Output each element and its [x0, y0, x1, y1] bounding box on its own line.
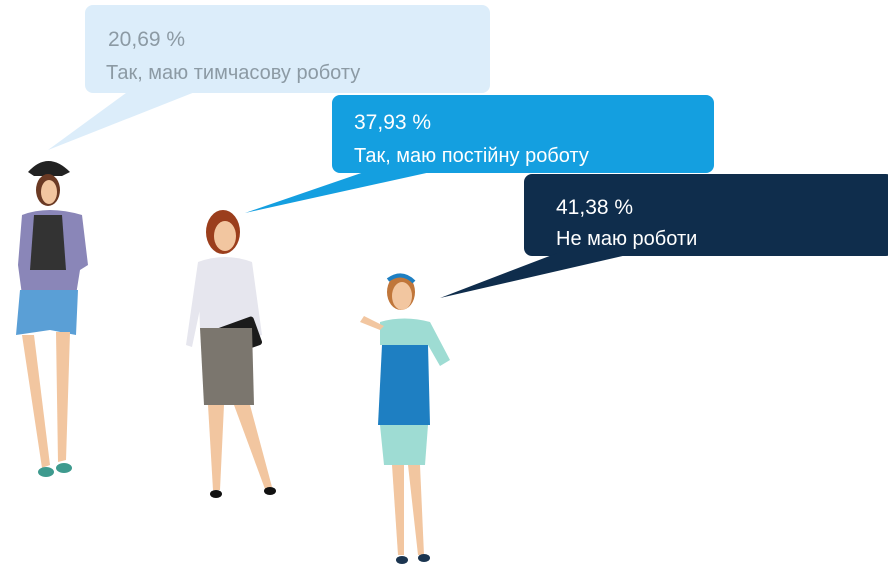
percent: 41,38 %	[556, 196, 633, 219]
percent: 37,93 %	[354, 111, 431, 134]
label: Не маю роботи	[556, 228, 697, 250]
woman-illustration	[186, 210, 276, 498]
canvas: 20,69 % Так, маю тимчасову роботу 37,93 …	[0, 0, 888, 569]
woman-illustration	[16, 161, 88, 477]
bubble: 41,38 % Не маю роботи	[440, 174, 888, 298]
label: Так, маю тимчасову роботу	[106, 62, 360, 84]
bubble-tail	[440, 252, 640, 298]
infographic: 20,69 % Так, маю тимчасову роботу 37,93 …	[0, 0, 888, 569]
bubble-tail	[245, 170, 440, 213]
bubble-tail	[48, 90, 200, 150]
woman-illustration	[360, 274, 450, 564]
percent: 20,69 %	[108, 28, 185, 51]
label: Так, маю постійну роботу	[354, 145, 589, 167]
